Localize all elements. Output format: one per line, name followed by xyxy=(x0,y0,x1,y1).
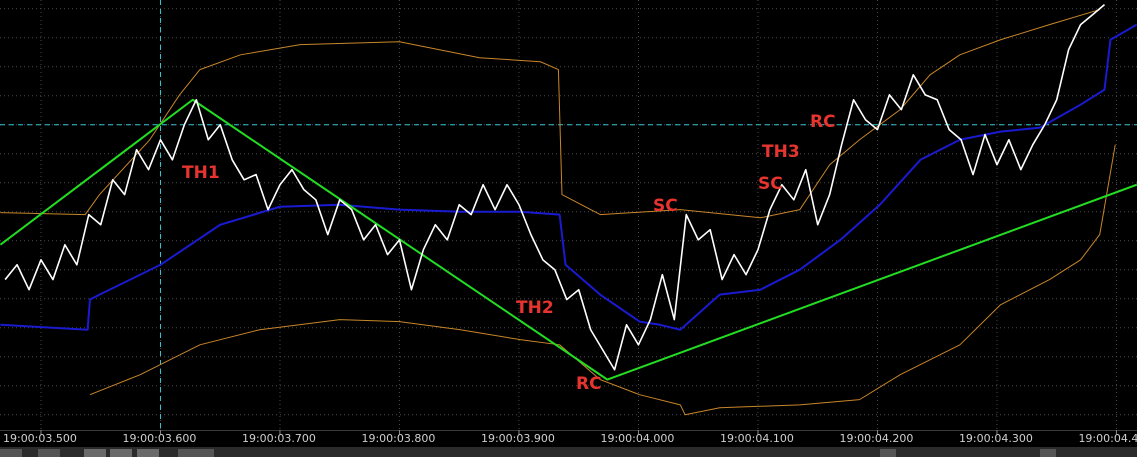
toolbar-button[interactable] xyxy=(0,449,22,457)
toolbar-button[interactable] xyxy=(110,449,132,457)
toolbar-button[interactable] xyxy=(84,449,106,457)
toolbar-button[interactable] xyxy=(1040,449,1056,457)
annotation: TH3 xyxy=(762,142,800,162)
x-tick-label: 19:00:04.200 xyxy=(839,432,913,445)
series-line xyxy=(89,144,1116,416)
x-tick-label: 19:00:03.800 xyxy=(361,432,435,445)
x-tick-label: 19:00:03.900 xyxy=(481,432,555,445)
x-tick-label: 19:00:03.600 xyxy=(122,432,196,445)
x-tick-label: 19:00:03.700 xyxy=(242,432,316,445)
series-line xyxy=(0,9,1100,219)
x-tick-label: 19:00:04.4 xyxy=(1078,432,1137,445)
toolbar-bg xyxy=(0,447,1137,457)
x-tick-label: 19:00:04.000 xyxy=(600,432,674,445)
toolbar-button[interactable] xyxy=(137,449,159,457)
x-tick-label: 19:00:04.300 xyxy=(959,432,1033,445)
annotation: SC xyxy=(653,196,678,216)
x-axis: 19:00:03.500 19:00:03.600 19:00:03.700 19:0… xyxy=(3,430,1137,445)
annotation: TH2 xyxy=(516,298,554,318)
toolbar-button[interactable] xyxy=(880,449,896,457)
toolbar xyxy=(0,447,1137,457)
annotation: RC xyxy=(810,112,836,132)
toolbar-button[interactable] xyxy=(38,449,60,457)
x-tick-label: 19:00:03.500 xyxy=(3,432,77,445)
annotation: TH1 xyxy=(182,163,220,183)
annotation: RC xyxy=(576,374,602,394)
toolbar-button[interactable] xyxy=(178,449,214,457)
annotation: SC xyxy=(758,174,783,194)
series-line xyxy=(0,23,1137,331)
x-axis-strip xyxy=(0,430,1137,447)
series-line xyxy=(4,4,1106,371)
x-tick-label: 19:00:04.100 xyxy=(720,432,794,445)
plot-area: TH1 TH2 RC SC TH3 SC RC xyxy=(0,0,1137,430)
